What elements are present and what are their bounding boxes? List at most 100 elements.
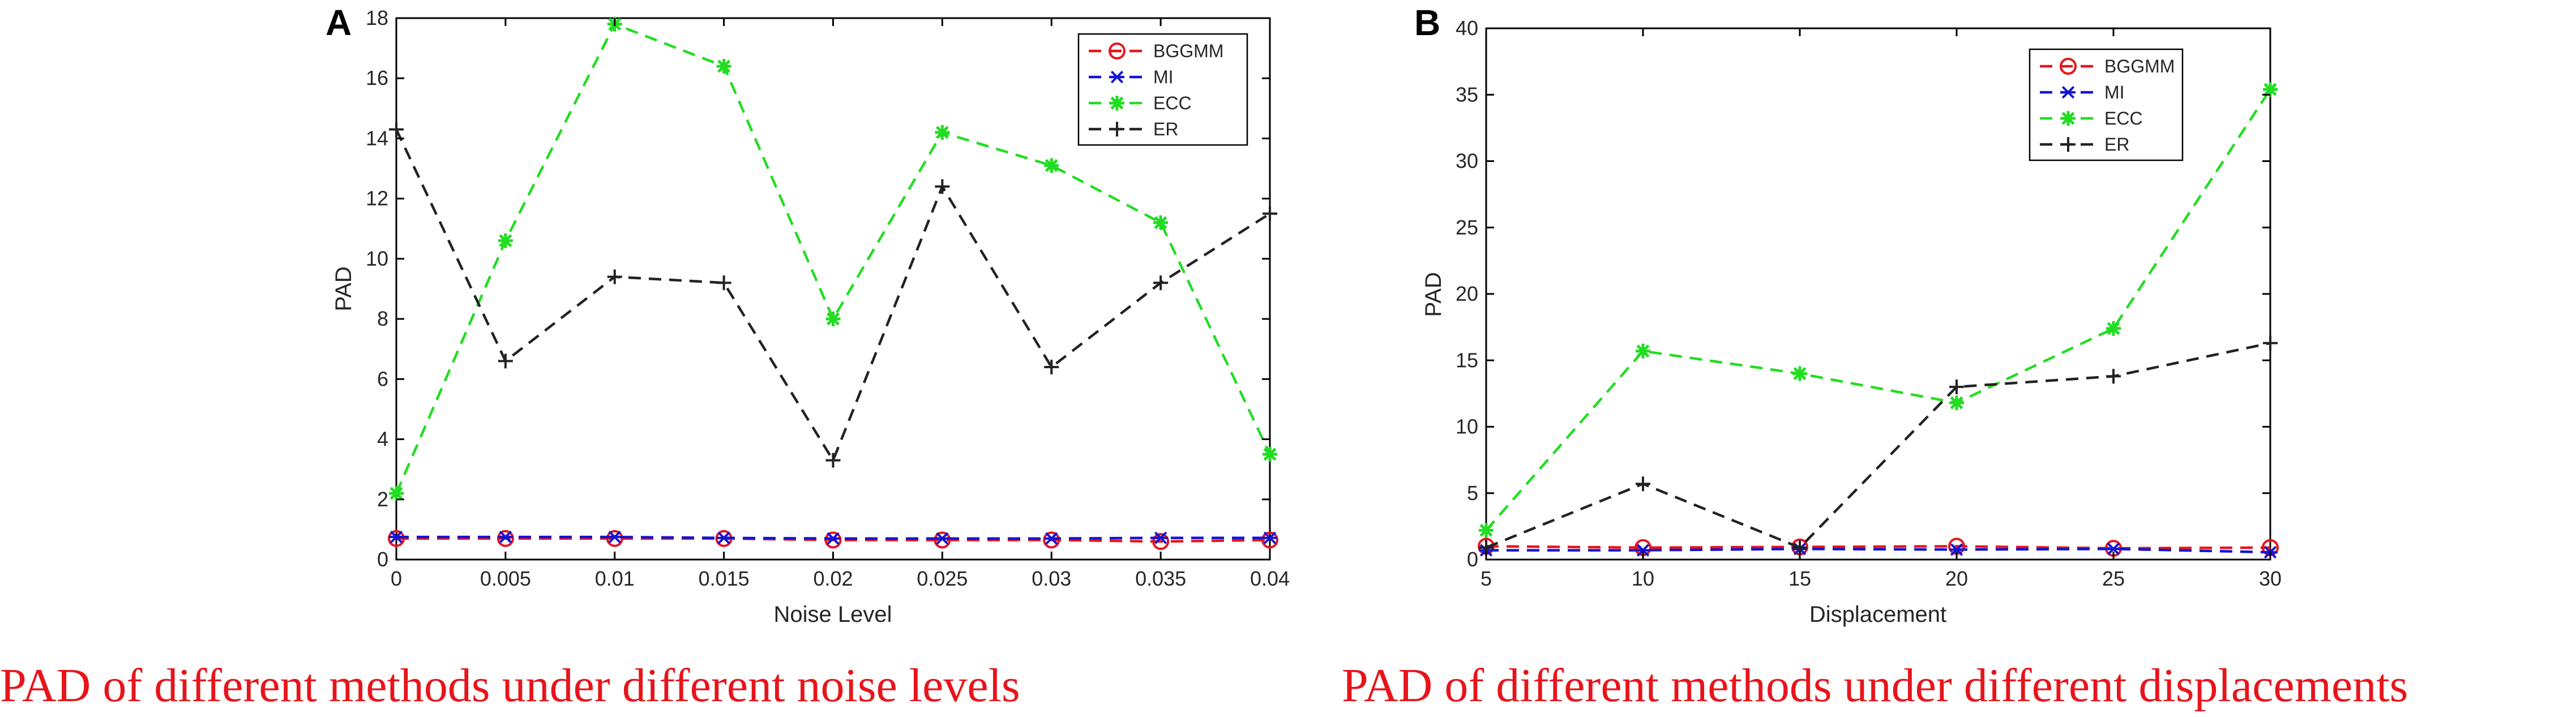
- legend-box: [2029, 48, 2184, 161]
- panel-letter: A: [326, 2, 352, 43]
- legend-item: ECC: [2040, 108, 2143, 129]
- y-tick-label: 16: [366, 66, 388, 89]
- x-tick-label: 0: [391, 567, 402, 590]
- chart-caption: PAD of different methods under different…: [0, 659, 1020, 712]
- x-tick-label: 0.03: [1032, 567, 1071, 590]
- data-point: [1153, 531, 1169, 544]
- data-point: [1261, 531, 1278, 549]
- legend-marker: [2060, 58, 2077, 75]
- data-point: [498, 531, 513, 544]
- data-point: [2106, 321, 2121, 336]
- series-ecc: [389, 16, 1277, 501]
- series-line: [1486, 545, 2271, 550]
- y-tick-label: 14: [366, 126, 388, 150]
- legend-item: ECC: [1089, 93, 1192, 113]
- data-point: [389, 486, 404, 501]
- chart-caption: PAD of different methods under different…: [1342, 659, 2408, 712]
- x-tick-label: 30: [2259, 567, 2282, 590]
- legend-item: BGGMM: [2040, 56, 2175, 76]
- data-point: [716, 275, 731, 291]
- x-tick-label: 10: [1632, 567, 1654, 590]
- series-er: [389, 122, 1277, 468]
- data-point: [1479, 523, 1494, 538]
- legend-item: ER: [1089, 119, 1178, 139]
- data-point: [389, 122, 404, 137]
- legend-label: MI: [1153, 67, 1174, 87]
- legend-label: MI: [2104, 82, 2125, 103]
- y-tick-label: 20: [1456, 282, 1478, 305]
- y-tick-label: 0: [377, 548, 388, 571]
- x-tick-label: 0.01: [595, 567, 635, 590]
- data-point: [825, 532, 841, 545]
- series-line: [395, 22, 1272, 494]
- y-tick-label: 10: [1456, 415, 1478, 438]
- data-point: [497, 530, 514, 547]
- data-point: [606, 530, 623, 547]
- data-point: [1263, 206, 1277, 221]
- data-point: [1153, 275, 1169, 291]
- legend-item: BGGMM: [1089, 41, 1223, 61]
- data-point: [1792, 366, 1807, 381]
- data-point: [1949, 543, 1964, 556]
- x-tick-label: 0.02: [813, 567, 853, 590]
- data-point: [607, 269, 622, 284]
- data-point: [1636, 544, 1650, 557]
- data-point: [1949, 395, 1964, 411]
- data-point: [607, 531, 622, 544]
- data-point: [2106, 369, 2121, 384]
- y-tick-label: 18: [366, 6, 388, 29]
- series-line: [395, 129, 1271, 463]
- data-point: [935, 532, 950, 545]
- y-tick-label: 25: [1456, 216, 1478, 239]
- x-tick-label: 15: [1788, 567, 1811, 590]
- y-tick-label: 6: [377, 367, 388, 390]
- x-tick-label: 0.025: [917, 567, 968, 590]
- y-tick-label: 35: [1456, 83, 1478, 106]
- y-tick-label: 10: [366, 247, 388, 270]
- legend: BGGMM MI ECC ER: [2029, 48, 2184, 161]
- data-point: [1636, 343, 1650, 358]
- legend-label: ECC: [1153, 93, 1192, 113]
- series-mi: [389, 531, 1277, 545]
- legend-item: MI: [2040, 82, 2125, 103]
- data-point: [825, 311, 841, 327]
- data-point: [934, 531, 951, 549]
- legend-label: ER: [2104, 134, 2129, 155]
- data-point: [2263, 335, 2278, 351]
- data-point: [824, 531, 842, 549]
- x-tick-label: 0.005: [480, 567, 531, 590]
- legend-marker: [2061, 137, 2076, 152]
- legend-item: MI: [1089, 67, 1174, 87]
- data-point: [389, 531, 404, 544]
- legend-label: BGGMM: [1153, 41, 1223, 61]
- legend-label: BGGMM: [2104, 56, 2175, 76]
- data-point: [1152, 533, 1170, 550]
- data-point: [825, 453, 841, 468]
- y-tick-label: 0: [1467, 548, 1478, 571]
- data-point: [2106, 543, 2121, 556]
- legend-marker: [1110, 122, 1124, 136]
- data-point: [1263, 447, 1277, 462]
- y-tick-label: 4: [377, 428, 388, 451]
- legend-item: ER: [2040, 134, 2129, 155]
- y-axis-label: PAD: [1421, 272, 1446, 317]
- data-point: [1263, 531, 1277, 544]
- legend-marker: [1110, 96, 1124, 110]
- data-point: [1043, 531, 1060, 549]
- data-point: [388, 530, 405, 547]
- x-tick-label: 0.015: [699, 567, 750, 590]
- y-tick-label: 8: [377, 307, 388, 330]
- x-axis-label: Noise Level: [773, 602, 892, 627]
- y-tick-label: 5: [1467, 481, 1478, 505]
- data-point: [1044, 158, 1059, 173]
- data-point: [935, 125, 950, 140]
- data-point: [1153, 215, 1169, 231]
- series-line: [1486, 342, 2271, 549]
- series-ecc: [1479, 82, 2278, 538]
- data-point: [935, 179, 950, 194]
- legend-box: [1077, 33, 1248, 146]
- data-point: [1636, 476, 1650, 492]
- data-point: [2263, 82, 2278, 97]
